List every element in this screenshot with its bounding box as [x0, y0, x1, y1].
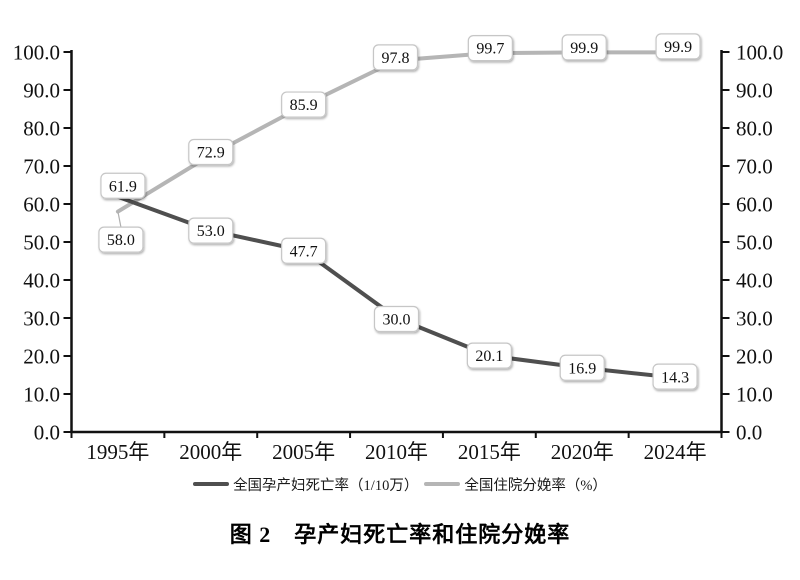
- data-label-box: [188, 138, 234, 166]
- data-label-value: 72.9: [197, 145, 225, 162]
- y-tick-label-right: 20.0: [736, 344, 773, 368]
- y-tick-label-left: 90.0: [23, 78, 60, 102]
- y-tick-label-left: 10.0: [23, 382, 60, 406]
- y-tick-label-right: 50.0: [736, 230, 773, 254]
- line-chart-canvas: 0.0 0.0 10.0 10.0 20.0 20.0 30.0 30.0 40.0 40.0 50…: [13, 33, 783, 464]
- x-category-label: 2024年: [644, 440, 707, 464]
- y-tick-label-left: 0.0: [34, 420, 60, 444]
- x-category-label: 2000年: [179, 440, 242, 464]
- legend-label-maternal-mortality: 全国孕产妇死亡率（1/10万）: [233, 477, 419, 494]
- data-label-box: [561, 34, 607, 61]
- y-tick-label-right: 40.0: [736, 268, 773, 292]
- y-tick-label-right: 0.0: [736, 420, 762, 444]
- data-label-box: [100, 172, 146, 199]
- legend-label-hospital-delivery: 全国住院分娩率（%）: [464, 477, 607, 494]
- data-label-value: 14.3: [661, 369, 689, 386]
- data-label-value: 53.0: [197, 223, 225, 240]
- y-tick-label-left: 100.0: [13, 40, 60, 64]
- y-tick-label-left: 70.0: [23, 154, 60, 178]
- data-label-value: 99.9: [664, 39, 692, 56]
- hospital-delivery-line: [115, 50, 678, 214]
- x-category-label: 2010年: [365, 440, 428, 464]
- chart-legend: 全国孕产妇死亡率（1/10万） 全国住院分娩率（%）: [0, 472, 800, 496]
- y-tick-label-left: 30.0: [23, 306, 60, 330]
- data-label-box: [466, 342, 512, 369]
- data-label-value: 30.0: [383, 312, 411, 329]
- y-tick-label-right: 10.0: [736, 382, 773, 406]
- data-label-value: 16.9: [568, 360, 596, 377]
- y-tick-label-left: 20.0: [23, 344, 60, 368]
- y-tick-label-right: 30.0: [736, 306, 773, 330]
- data-label-box: [652, 363, 698, 390]
- hospital-delivery-line-swatch: [424, 482, 461, 486]
- data-label-box: [281, 91, 327, 118]
- data-label-box: [98, 226, 144, 253]
- data-label-box: [372, 44, 419, 71]
- y-tick-label-right: 100.0: [736, 40, 783, 64]
- y-tick-label-right: 90.0: [736, 78, 773, 102]
- data-label-value: 20.1: [475, 348, 503, 365]
- y-tick-label-right: 70.0: [736, 154, 773, 178]
- y-tick-label-left: 40.0: [23, 268, 60, 292]
- data-label-box: [559, 354, 605, 381]
- y-tick-label-left: 60.0: [23, 192, 60, 216]
- y-tick-label-left: 80.0: [23, 116, 60, 140]
- data-label-box: [188, 217, 234, 244]
- data-label-value: 99.7: [476, 41, 504, 58]
- x-category-label: 2015年: [458, 440, 521, 464]
- x-category-label: 2005年: [272, 440, 335, 464]
- data-label-value: 47.7: [290, 243, 318, 260]
- data-label-box: [655, 33, 701, 60]
- data-label-value: 58.0: [107, 232, 135, 249]
- data-label-value: 61.9: [109, 178, 137, 195]
- y-tick-label-right: 60.0: [736, 192, 773, 216]
- legend-item-hospital-delivery: 全国住院分娩率（%）: [424, 474, 607, 495]
- data-label-value: 99.9: [570, 40, 598, 57]
- y-tick-label-left: 50.0: [23, 230, 60, 254]
- data-label-leader: [117, 211, 122, 228]
- maternal-mortality-line-swatch: [193, 482, 230, 486]
- data-label-value: 97.8: [382, 50, 410, 67]
- legend-item-maternal-mortality: 全国孕产妇死亡率（1/10万）: [193, 474, 418, 495]
- data-label-box: [467, 35, 513, 62]
- data-label-box: [373, 305, 420, 333]
- y-tick-label-right: 80.0: [736, 116, 773, 140]
- x-category-label: 2020年: [551, 440, 614, 464]
- x-category-label: 1995年: [86, 440, 149, 464]
- data-label-value: 85.9: [290, 97, 318, 114]
- data-label-box: [281, 237, 327, 264]
- figure-caption: 图 2 孕产妇死亡率和住院分娩率: [229, 522, 571, 547]
